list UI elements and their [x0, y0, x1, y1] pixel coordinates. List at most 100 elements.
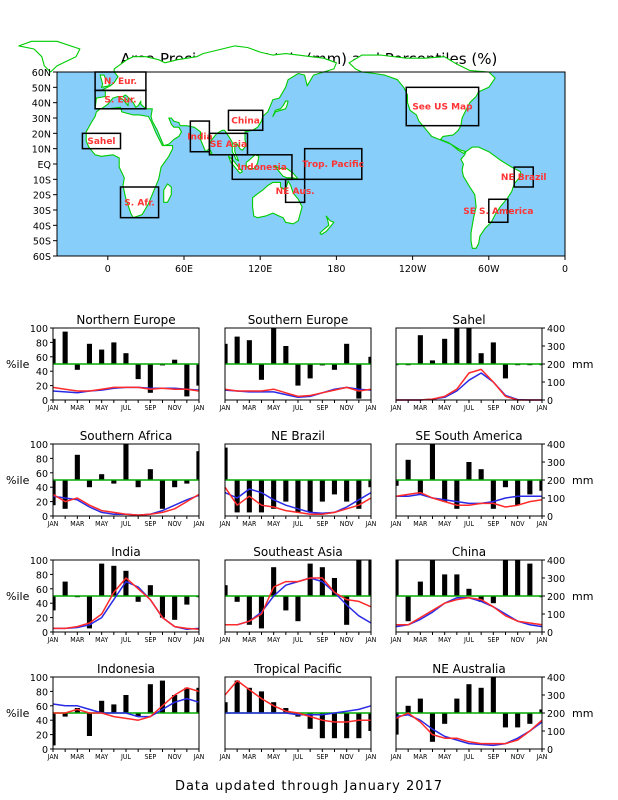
percentile-bar — [442, 713, 448, 724]
percentile-tick-label: 80 — [36, 687, 48, 698]
percentile-bar — [135, 364, 141, 380]
month-label: JAN — [193, 404, 205, 412]
percentile-bar — [86, 480, 92, 488]
footer-note: Data updated through January 2017 — [175, 779, 443, 794]
month-label: JUL — [120, 636, 131, 644]
region-label: Trop. Pacific — [302, 160, 364, 170]
percentile-tick-label: 60 — [36, 353, 48, 364]
percentile-bar — [466, 684, 472, 713]
percentile-tick-label: 80 — [36, 338, 48, 349]
percentile-bar — [74, 454, 80, 480]
percentile-bar — [172, 695, 178, 713]
percentile-bar — [307, 563, 313, 596]
region-label: Indonesia — [237, 163, 286, 173]
precip-tick-label: 200 — [547, 709, 565, 720]
region-box — [208, 132, 249, 156]
climatology-line — [224, 488, 372, 515]
percentile-bar — [368, 480, 371, 488]
panel-title: Indonesia — [97, 662, 155, 676]
landmass-japan — [272, 100, 289, 118]
percentile-tick-label: 40 — [36, 483, 48, 494]
percentile-bar — [159, 480, 165, 509]
percentile-bar — [405, 705, 411, 713]
percentile-tick-label: 0 — [42, 396, 48, 407]
percentile-bar — [225, 702, 228, 713]
month-label: SEP — [144, 636, 156, 644]
precip-tick-label: 0 — [547, 512, 553, 523]
percentile-bar — [331, 364, 337, 370]
landmass-africa — [85, 106, 174, 219]
lat-label: 30S — [33, 206, 51, 217]
panel-title: NE Brazil — [271, 429, 325, 443]
precip-tick-label: 300 — [547, 574, 565, 585]
climatology-line — [225, 705, 372, 716]
percentile-tick-label: 60 — [36, 469, 48, 480]
percentile-bar — [466, 462, 472, 480]
month-label: MAR — [242, 753, 257, 761]
month-label: JAN — [219, 636, 231, 644]
precip-tick-label: 0 — [547, 628, 553, 639]
percentile-tick-label: 40 — [36, 716, 48, 727]
panel-northern-europe: Northern Europe JAN MAR MAY JUL SEP NOV JAN 100 8… — [6, 313, 205, 412]
percentile-bar — [396, 480, 399, 486]
percentile-bar — [283, 346, 289, 364]
lon-label: 0 — [562, 264, 568, 275]
lat-label: 20S — [33, 191, 51, 202]
percentile-bar — [307, 480, 313, 513]
region-label: SE Asia — [210, 140, 247, 150]
region-box — [488, 198, 509, 224]
percentile-bar — [417, 335, 423, 364]
percentile-tick-label: 100 — [30, 556, 48, 567]
observed-line — [396, 368, 542, 401]
climatology-line — [396, 372, 542, 401]
percentile-bar — [159, 596, 165, 618]
month-label: SEP — [487, 753, 499, 761]
percentile-bar — [123, 353, 129, 364]
percentile-bar — [490, 596, 496, 604]
month-label: JAN — [47, 520, 59, 528]
percentile-bar — [417, 698, 423, 713]
percentile-bar — [344, 343, 350, 364]
percentile-bar — [295, 596, 301, 622]
month-label: NOV — [340, 636, 355, 644]
percentile-bar — [478, 687, 484, 713]
month-label: JAN — [219, 404, 231, 412]
percentile-bar — [502, 480, 508, 488]
percentile-tick-label: 0 — [42, 745, 48, 756]
percentile-bar — [123, 570, 129, 596]
percentile-bar — [184, 364, 190, 397]
percentile-bar — [225, 585, 228, 596]
percentile-bar — [62, 331, 68, 364]
month-label: MAR — [413, 404, 428, 412]
percentile-axis-label: %ile — [6, 707, 30, 720]
percentile-bar — [111, 565, 117, 596]
landmass-britain — [99, 74, 110, 88]
lat-label: 10S — [33, 175, 51, 186]
percentile-bar — [527, 713, 533, 724]
month-label: MAY — [267, 404, 280, 412]
percentile-bar — [490, 677, 496, 713]
month-label: JAN — [390, 753, 402, 761]
percentile-bar — [405, 596, 411, 622]
percentile-bar — [99, 700, 105, 713]
panel-ne-australia: NE Australia JAN MAR MAY JUL SEP NOV JAN 400 300 2… — [390, 662, 594, 761]
percentile-bar — [344, 596, 350, 625]
panels: Northern Europe JAN MAR MAY JUL SEP NOV JAN 100 8… — [6, 313, 593, 761]
percentile-bar — [258, 480, 264, 513]
panel-title: Southern Europe — [248, 313, 349, 327]
precip-tick-label: 300 — [547, 342, 565, 353]
month-label: NOV — [511, 753, 526, 761]
percentile-bar — [246, 340, 252, 364]
percentile-bar — [515, 560, 521, 596]
month-label: NOV — [511, 636, 526, 644]
month-label: SEP — [316, 636, 328, 644]
percentile-bar — [527, 480, 533, 495]
percentile-bar — [196, 364, 199, 386]
precip-axis-label: mm — [572, 358, 593, 371]
month-label: JUL — [120, 520, 131, 528]
percentile-bar — [184, 687, 190, 713]
landmass-new-zealand — [319, 215, 335, 236]
panel-southern-africa: Southern Africa JAN MAR MAY JUL SEP NOV JAN 100 8… — [6, 429, 205, 528]
percentile-tick-label: 20 — [36, 498, 48, 509]
percentile-bar — [344, 480, 350, 502]
